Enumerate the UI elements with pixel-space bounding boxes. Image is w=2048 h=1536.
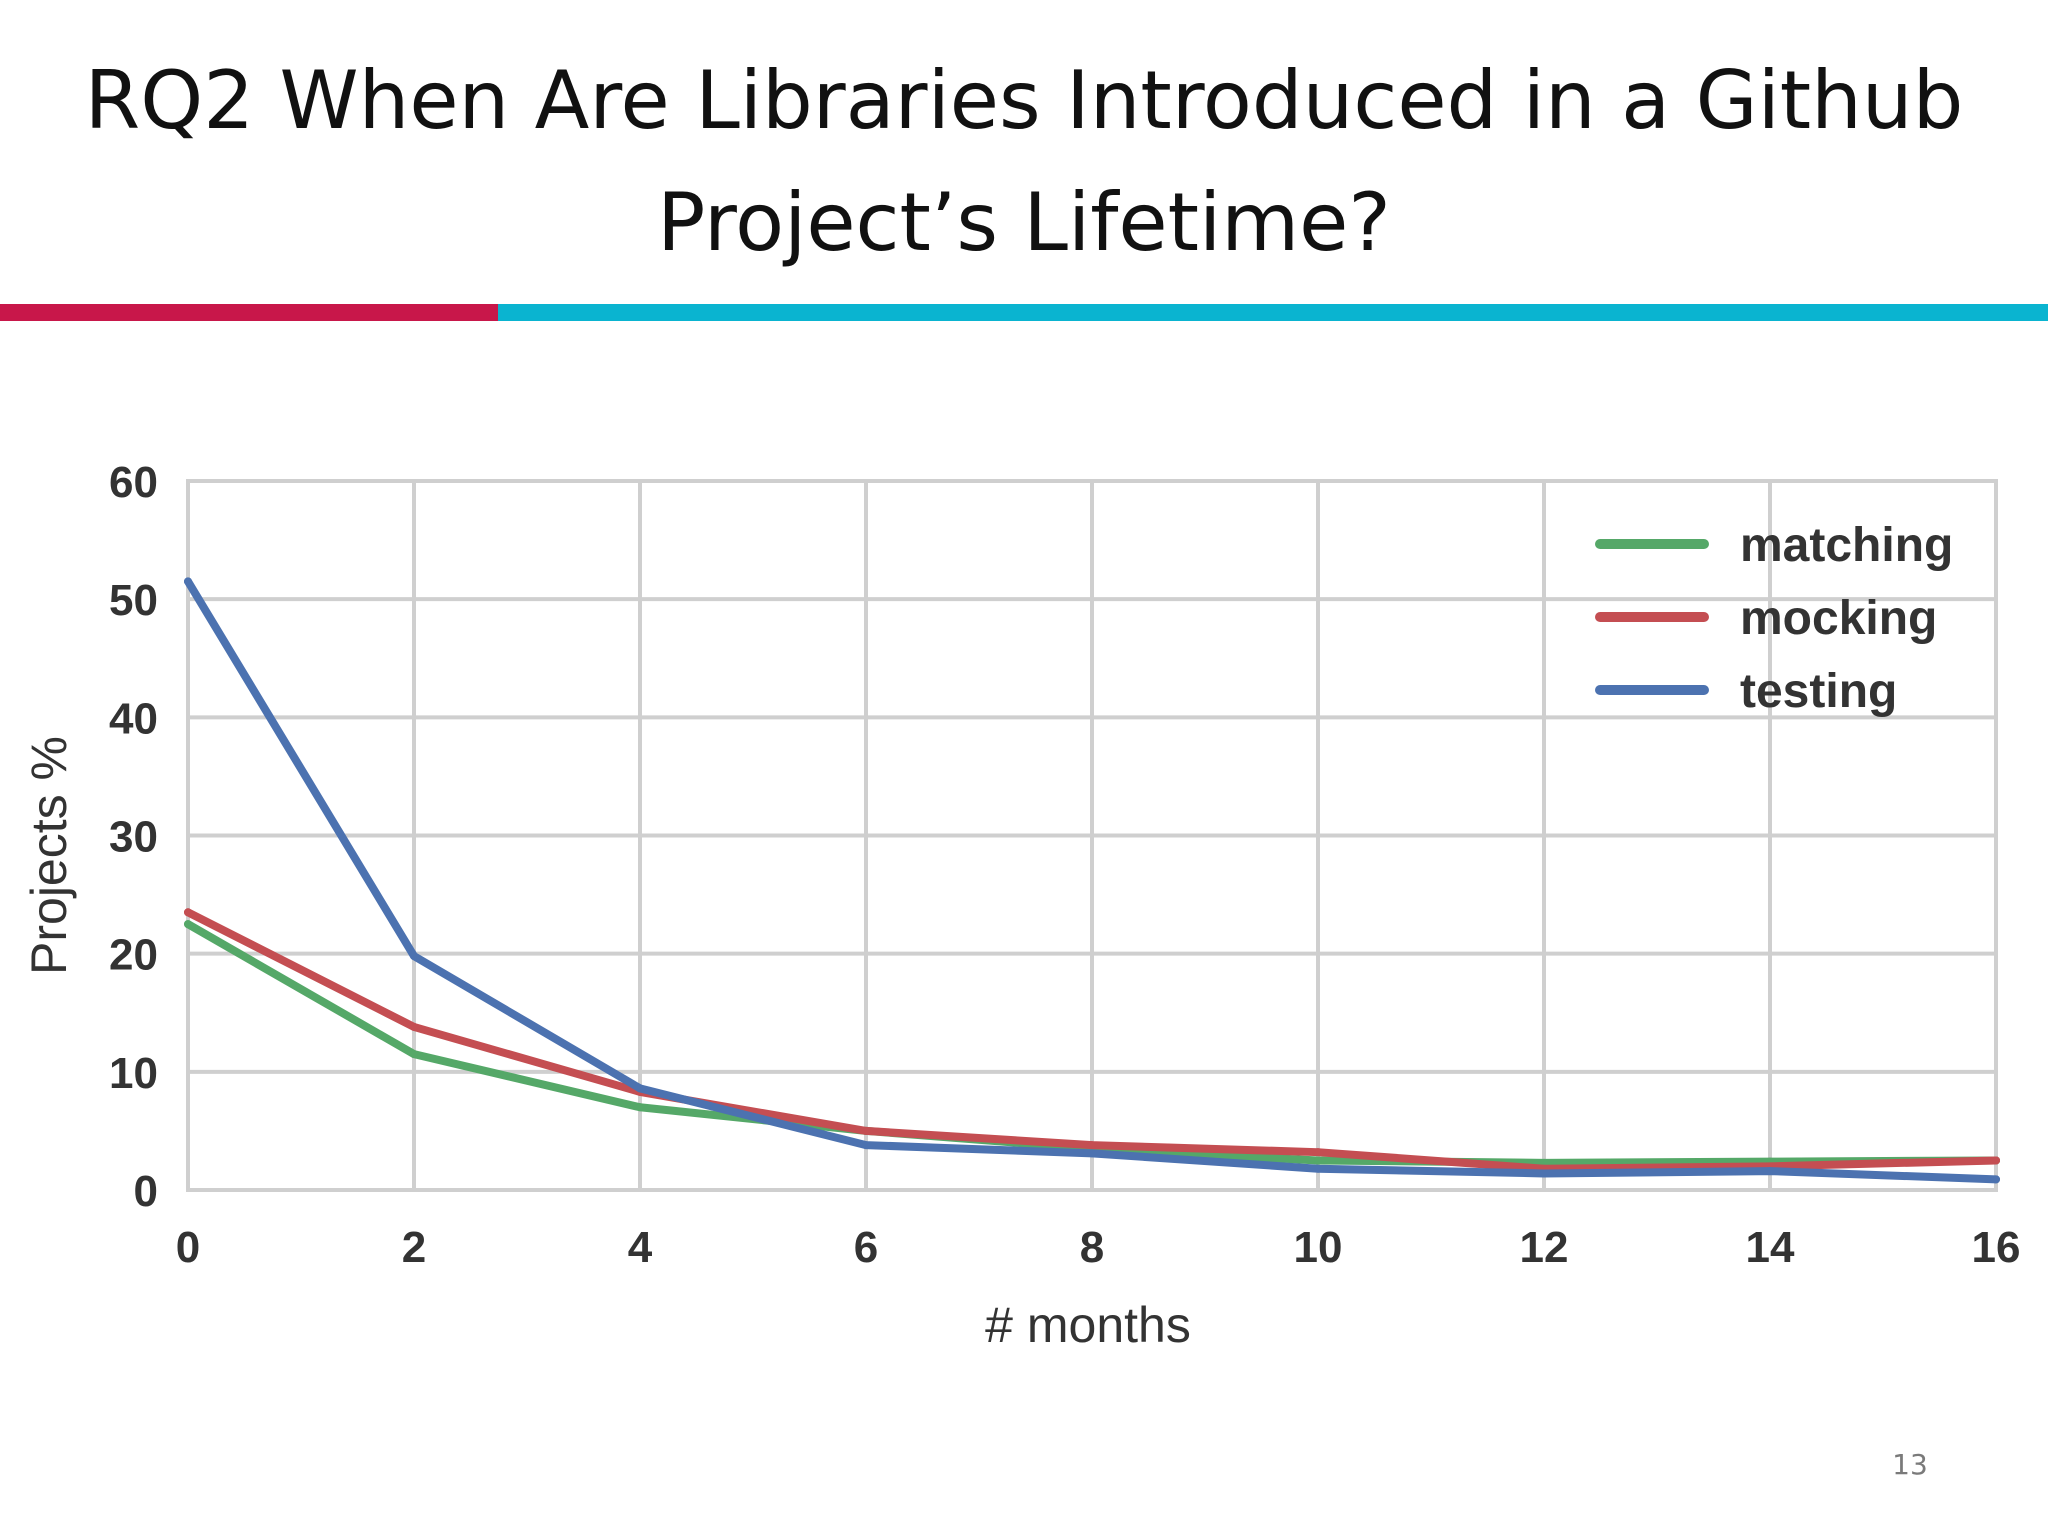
data-point-mocking (1992, 1156, 2000, 1165)
line-chart: 0 2 4 6 8 10 12 14 16 0 10 20 30 40 50 60 # months Projec… (21, 458, 2021, 1353)
x-tick-label: 6 (854, 1223, 878, 1272)
x-tick-label: 0 (176, 1223, 200, 1272)
data-point-testing (1314, 1164, 1322, 1173)
data-point-mocking (410, 1022, 418, 1031)
x-tick-label: 14 (1746, 1223, 1795, 1272)
data-point-mocking (1088, 1141, 1096, 1150)
data-point-testing (184, 577, 192, 586)
x-axis-label: # months (985, 1297, 1191, 1353)
data-point-matching (636, 1103, 644, 1112)
legend-label-testing: testing (1740, 665, 1897, 718)
x-tick-label: 8 (1080, 1223, 1104, 1272)
data-point-mocking (862, 1126, 870, 1135)
y-tick-label: 20 (109, 931, 158, 980)
data-point-mocking (1314, 1148, 1322, 1157)
y-tick-label: 50 (109, 576, 158, 625)
x-tick-label: 16 (1972, 1223, 2021, 1272)
y-tick-label: 40 (109, 694, 158, 743)
page-number: 13 (1892, 1448, 1928, 1481)
legend-label-mocking: mocking (1740, 592, 1937, 645)
data-point-testing (636, 1084, 644, 1093)
data-point-testing (862, 1141, 870, 1150)
y-tick-label: 10 (109, 1049, 158, 1098)
data-point-testing (1088, 1149, 1096, 1158)
legend-label-matching: matching (1740, 519, 1953, 572)
x-tick-label: 4 (628, 1223, 653, 1272)
data-point-matching (1314, 1156, 1322, 1165)
x-tick-label: 10 (1294, 1223, 1343, 1272)
slide-title-line-1: RQ2 When Are Libraries Introduced in a G… (84, 54, 1964, 147)
accent-bar-red (0, 304, 498, 321)
accent-bar-cyan (498, 304, 2048, 321)
y-tick-label: 30 (109, 813, 158, 862)
y-axis-label: Projects % (21, 736, 77, 975)
x-tick-label: 12 (1520, 1223, 1569, 1272)
slide-title-line-2: Project’s Lifetime? (657, 176, 1391, 269)
data-point-testing (1540, 1169, 1548, 1178)
x-tick-label: 2 (402, 1223, 426, 1272)
data-point-matching (184, 920, 192, 929)
slide-title: RQ2 When Are Libraries Introduced in a G… (0, 40, 2048, 284)
y-tick-label: 60 (109, 458, 158, 507)
data-point-testing (1766, 1167, 1774, 1176)
data-point-matching (410, 1050, 418, 1059)
data-point-mocking (184, 908, 192, 917)
data-point-testing (1992, 1175, 2000, 1184)
y-tick-label: 0 (134, 1167, 158, 1216)
data-point-testing (410, 952, 418, 961)
